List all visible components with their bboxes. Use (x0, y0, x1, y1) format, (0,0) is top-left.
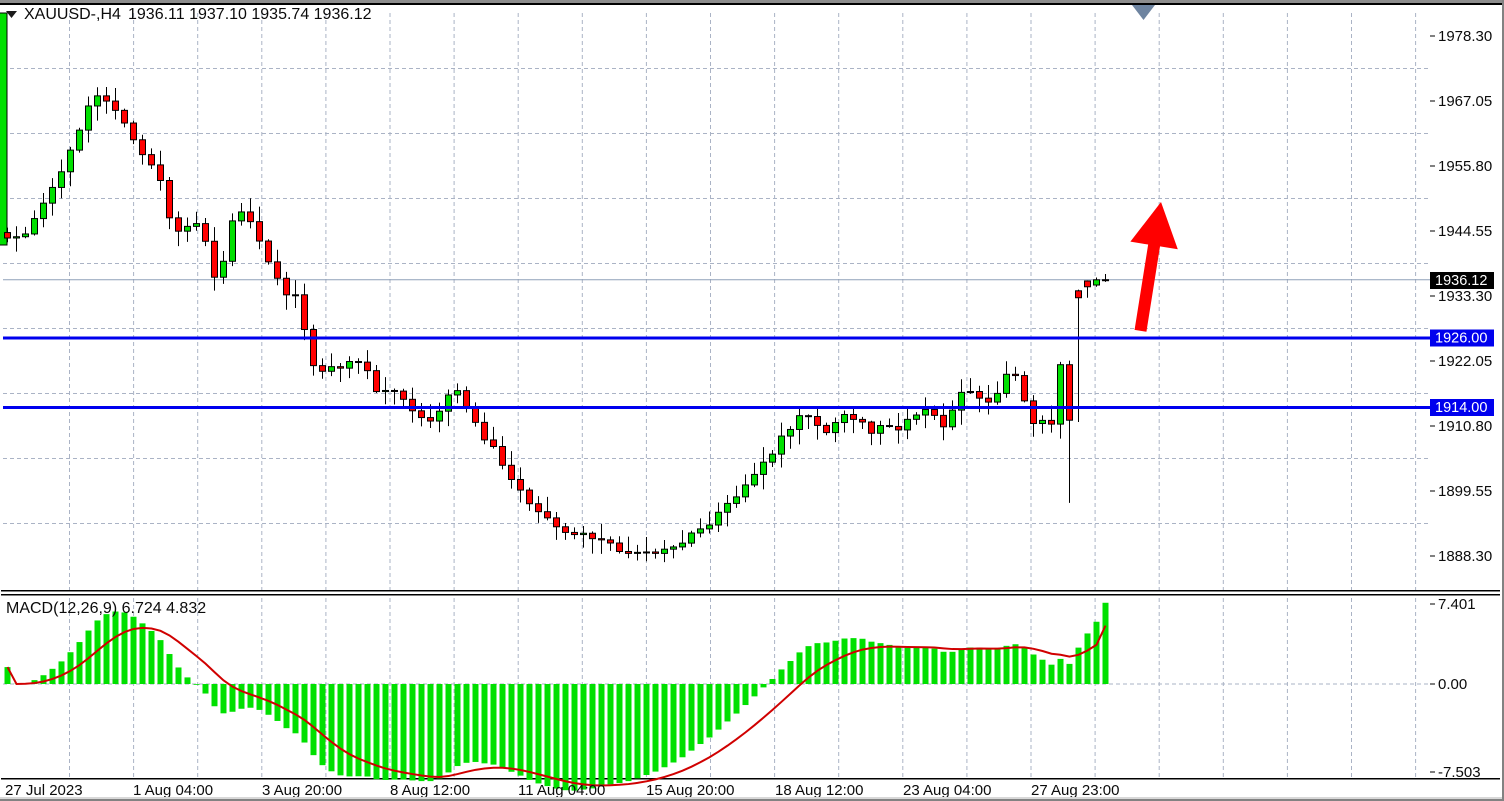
svg-text:1955.80: 1955.80 (1438, 158, 1492, 175)
svg-text:1978.30: 1978.30 (1438, 28, 1492, 45)
svg-text:1936.11 1937.10 1935.74 1936.1: 1936.11 1937.10 1935.74 1936.12 (128, 6, 372, 23)
svg-text:3 Aug 20:00: 3 Aug 20:00 (262, 782, 342, 799)
svg-text:1936.12: 1936.12 (1435, 273, 1487, 289)
svg-text:MACD(12,26,9) 6.724 4.832: MACD(12,26,9) 6.724 4.832 (6, 600, 206, 617)
svg-text:1910.80: 1910.80 (1438, 418, 1492, 435)
svg-text:8 Aug 12:00: 8 Aug 12:00 (390, 782, 470, 799)
svg-text:1888.30: 1888.30 (1438, 548, 1492, 565)
svg-text:18 Aug 12:00: 18 Aug 12:00 (775, 782, 863, 799)
svg-text:27 Jul 2023: 27 Jul 2023 (5, 782, 83, 799)
svg-text:1899.55: 1899.55 (1438, 483, 1492, 500)
svg-text:1967.05: 1967.05 (1438, 93, 1492, 110)
svg-text:27 Aug 23:00: 27 Aug 23:00 (1031, 782, 1119, 799)
svg-text:1926.00: 1926.00 (1435, 331, 1487, 347)
svg-text:1914.00: 1914.00 (1435, 400, 1487, 416)
svg-text:15 Aug 20:00: 15 Aug 20:00 (646, 782, 734, 799)
svg-text:23 Aug 04:00: 23 Aug 04:00 (903, 782, 991, 799)
svg-text:-7.503: -7.503 (1438, 764, 1481, 781)
svg-text:1933.30: 1933.30 (1438, 288, 1492, 305)
svg-text:1 Aug 04:00: 1 Aug 04:00 (133, 782, 213, 799)
svg-text:11 Aug 04:00: 11 Aug 04:00 (518, 782, 605, 799)
svg-text:0.00: 0.00 (1438, 676, 1467, 693)
svg-text:1944.55: 1944.55 (1438, 223, 1492, 240)
svg-text:7.401: 7.401 (1438, 596, 1476, 613)
svg-text:1922.05: 1922.05 (1438, 353, 1492, 370)
svg-text:XAUUSD-,H4: XAUUSD-,H4 (24, 6, 121, 23)
